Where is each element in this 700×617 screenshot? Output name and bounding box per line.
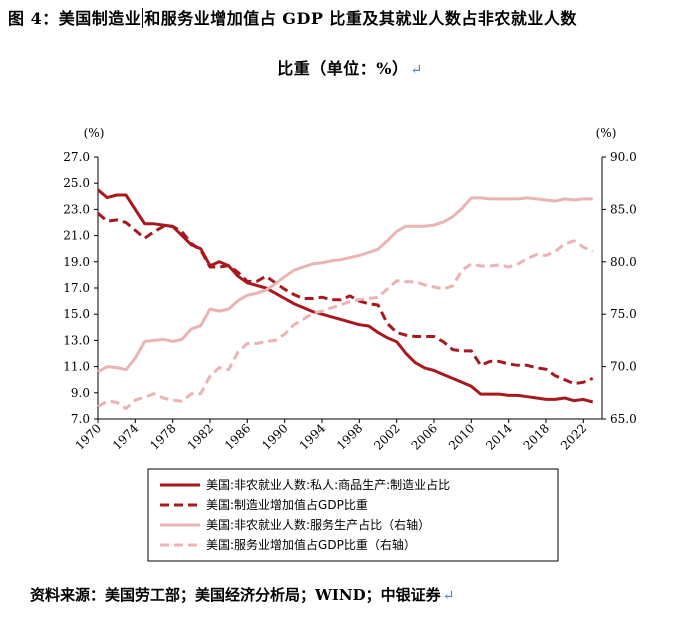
- left-tick-label: 11.0: [63, 360, 90, 374]
- right-tick-label: 70.0: [610, 360, 637, 374]
- x-tick-label: 1982: [185, 421, 216, 452]
- left-tick-label: 17.0: [63, 281, 90, 295]
- right-axis-unit: (%): [596, 126, 617, 140]
- series-line-3: [97, 196, 593, 374]
- plot-area: [97, 188, 594, 410]
- x-tick-label: 2006: [409, 421, 440, 452]
- legend-label-3: 美国:非农就业人数:服务生产占比（右轴）: [206, 517, 430, 532]
- legend-box: [147, 468, 559, 562]
- x-tick-label: 1986: [222, 421, 253, 452]
- left-axis-unit: (%): [84, 126, 105, 140]
- legend-label-2: 美国:制造业增加值占GDP比重: [206, 497, 368, 512]
- text-cursor: [142, 8, 144, 28]
- x-tick-label: 1978: [147, 421, 178, 452]
- left-tick-label: 13.0: [63, 333, 90, 347]
- series-line-4: [97, 239, 594, 410]
- return-mark-icon: ↵: [410, 62, 423, 78]
- chart-legend: 美国:非农就业人数:私人:商品生产:制造业占比美国:制造业增加值占GDP比重美国…: [147, 468, 559, 562]
- x-tick-label: 1998: [334, 421, 365, 452]
- right-tick-label: 80.0: [610, 255, 637, 269]
- title-part-2: 和服务业增加值占 GDP 比重及其就业人数占非农就业人数: [144, 9, 577, 28]
- x-tick-label: 1974: [110, 421, 142, 453]
- source-note: 资料来源：美国劳工部；美国经济分析局；WIND；中银证券 ↵: [30, 584, 454, 605]
- chart-title: 图 4：美国制造业 和服务业增加值占 GDP 比重及其就业人数占非农就业人数 比重…: [8, 4, 692, 85]
- left-tick-label: 7.0: [71, 412, 90, 426]
- left-tick-label: 21.0: [63, 229, 90, 243]
- series-line-1: [97, 188, 594, 404]
- left-tick-label: 27.0: [63, 150, 90, 164]
- x-tick-label: 2002: [371, 421, 402, 452]
- left-tick-label: 15.0: [63, 307, 90, 321]
- legend-label-4: 美国:服务业增加值占GDP比重（右轴）: [206, 537, 416, 552]
- right-tick-label: 65.0: [610, 412, 637, 426]
- title-line-2: 比重（单位：%） ↵: [8, 54, 692, 85]
- x-tick-label: 1990: [259, 421, 290, 452]
- left-tick-label: 25.0: [63, 176, 90, 190]
- legend-label-1: 美国:非农就业人数:私人:商品生产:制造业占比: [206, 477, 450, 492]
- title-line-1: 图 4：美国制造业 和服务业增加值占 GDP 比重及其就业人数占非农就业人数: [8, 4, 692, 34]
- x-tick-label: 2010: [446, 421, 477, 452]
- right-tick-label: 90.0: [610, 150, 637, 164]
- left-tick-label: 23.0: [63, 202, 90, 216]
- x-tick-label: 2014: [483, 421, 515, 453]
- title-line-2-text: 比重（单位：%）: [277, 59, 409, 78]
- left-tick-label: 9.0: [71, 386, 90, 400]
- chart-axes: (%) (%) 27.0 25.0 23.0 21.0 19.0 17.0 15.0 13.0 11…: [63, 126, 636, 453]
- x-tick-label: 1994: [297, 421, 329, 453]
- right-tick-label: 85.0: [610, 202, 637, 216]
- x-tick-label: 2018: [521, 421, 552, 452]
- left-tick-label: 19.0: [63, 255, 90, 269]
- series-line-2: [97, 212, 594, 386]
- source-text: 资料来源：美国劳工部；美国经济分析局；WIND；中银证券: [30, 586, 441, 604]
- right-tick-label: 75.0: [610, 307, 637, 321]
- title-part-1: 图 4：美国制造业: [8, 9, 142, 28]
- return-mark-icon: ↵: [442, 588, 455, 604]
- x-tick-label: 2022: [558, 421, 589, 452]
